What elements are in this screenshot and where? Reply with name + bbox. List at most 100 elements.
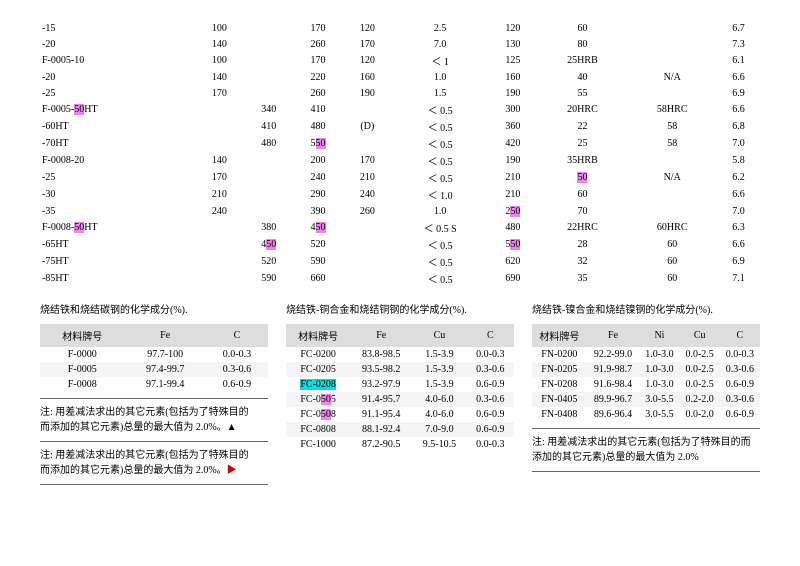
chemistry-sections: 烧结铁和烧结碳钢的化学成分(%).材料牌号FeCF-000097.7-1000.… xyxy=(40,301,760,491)
cell: 92.2-99.0 xyxy=(587,347,640,362)
cell: 240 xyxy=(195,203,244,219)
cell: 22HRC xyxy=(538,219,628,236)
cell: 0.0-0.3 xyxy=(720,347,760,362)
cell: ＜ 0.5 xyxy=(392,169,488,186)
cell: 80 xyxy=(538,36,628,52)
cell: 7.3 xyxy=(717,36,760,52)
cell: 0.0-2.5 xyxy=(680,377,720,392)
cell: -85HT xyxy=(40,270,195,287)
cell: 7.0 xyxy=(717,203,760,219)
cell: 550 xyxy=(293,135,342,152)
cell: 7.0 xyxy=(717,135,760,152)
cell: 93.2-97.9 xyxy=(350,377,412,392)
cell xyxy=(195,270,244,287)
cell: 660 xyxy=(293,270,342,287)
table-row: FN-020092.2-99.01.0-3.00.0-2.50.0-0.3 xyxy=(532,347,760,362)
cell xyxy=(244,152,293,169)
cell: N/A xyxy=(627,169,717,186)
cell: FC-0208 xyxy=(286,377,350,392)
cell: 6.9 xyxy=(717,85,760,101)
cell: 120 xyxy=(343,52,392,69)
cell: 91.1-95.4 xyxy=(350,407,412,422)
cell: 0.0-2.0 xyxy=(680,407,720,422)
cell xyxy=(627,85,717,101)
cell: 480 xyxy=(488,219,537,236)
cell: -35 xyxy=(40,203,195,219)
table-row: F-000597.4-99.70.3-0.6 xyxy=(40,362,268,377)
cell: FN-0200 xyxy=(532,347,587,362)
cell xyxy=(244,85,293,101)
cell: 190 xyxy=(343,85,392,101)
cell: FN-0205 xyxy=(532,362,587,377)
cell: 125 xyxy=(488,52,537,69)
cell: -60HT xyxy=(40,118,195,135)
cell: 0.0-2.5 xyxy=(680,347,720,362)
cell: 91.6-98.4 xyxy=(587,377,640,392)
cell: N/A xyxy=(627,69,717,85)
cell: 60 xyxy=(627,236,717,253)
section-column: 烧结铁和烧结碳钢的化学成分(%).材料牌号FeCF-000097.7-1000.… xyxy=(40,301,268,491)
cell: 60 xyxy=(627,253,717,270)
cell: ＜ 0.5 xyxy=(392,270,488,287)
cell: 210 xyxy=(195,186,244,203)
cell xyxy=(627,52,717,69)
table-row: F-0008-20140200170＜ 0.519035HRB5.8 xyxy=(40,152,760,169)
cell: 28 xyxy=(538,236,628,253)
table-row: FC-020893.2-97.91.5-3.90.6-0.9 xyxy=(286,377,514,392)
cell: 0.6-0.9 xyxy=(720,377,760,392)
cell xyxy=(343,219,392,236)
cell: 0.6-0.9 xyxy=(467,407,514,422)
cell: 60 xyxy=(627,270,717,287)
cell: 240 xyxy=(343,186,392,203)
footnote: 注: 用差减法求出的其它元素(包括为了特殊目的 而添加的其它元素)总量的最大值为… xyxy=(40,405,268,435)
table-row: -201402201601.016040N/A6.6 xyxy=(40,69,760,85)
cell: 4.0-6.0 xyxy=(412,392,467,407)
cell: 260 xyxy=(293,36,342,52)
cell xyxy=(195,101,244,118)
cell: 130 xyxy=(488,36,537,52)
cell xyxy=(244,169,293,186)
table-row: F-000097.7-1000.0-0.3 xyxy=(40,347,268,362)
cell: ＜ 0.5 S xyxy=(392,219,488,236)
footnote: 注: 用差减法求出的其它元素(包括为了特殊目的而添加的其它元素)总量的最大值为 … xyxy=(532,435,760,465)
cell: ＜ 0.5 xyxy=(392,152,488,169)
cell: 97.4-99.7 xyxy=(125,362,206,377)
cell: 0.0-2.5 xyxy=(680,362,720,377)
cell: 6.6 xyxy=(717,236,760,253)
cell: 5.8 xyxy=(717,152,760,169)
table-row: -85HT590660＜ 0.569035607.1 xyxy=(40,270,760,287)
cell xyxy=(627,186,717,203)
cell: 0.0-0.3 xyxy=(206,347,268,362)
col-header: 材料牌号 xyxy=(286,324,350,347)
cell: 480 xyxy=(244,135,293,152)
cell: 190 xyxy=(488,85,537,101)
chemistry-table: 材料牌号FeCF-000097.7-1000.0-0.3F-000597.4-9… xyxy=(40,324,268,392)
cell: ＜ 0.5 xyxy=(392,101,488,118)
cell: ＜ 0.5 xyxy=(392,118,488,135)
cell: 240 xyxy=(293,169,342,186)
cell: 450 xyxy=(244,236,293,253)
cell: 590 xyxy=(244,270,293,287)
table-row: -151001701202.5120606.7 xyxy=(40,20,760,36)
section-title: 烧结铁-镍合金和烧结镍钢的化学成分(%). xyxy=(532,301,760,316)
cell: 89.9-96.7 xyxy=(587,392,640,407)
cell: 210 xyxy=(488,169,537,186)
cell: 6.3 xyxy=(717,219,760,236)
cell: 0.0-0.3 xyxy=(467,347,514,362)
section-title: 烧结铁-铜合金和烧结铜钢的化学成分(%). xyxy=(286,301,514,316)
cell: 55 xyxy=(538,85,628,101)
cell: 120 xyxy=(488,20,537,36)
cell: 0.2-2.0 xyxy=(680,392,720,407)
cell: -65HT xyxy=(40,236,195,253)
table-row: FN-020891.6-98.41.0-3.00.0-2.50.6-0.9 xyxy=(532,377,760,392)
cell: F-0005-10 xyxy=(40,52,195,69)
table-row: -65HT450520＜ 0.555028606.6 xyxy=(40,236,760,253)
col-header: C xyxy=(720,324,760,347)
cell: 1.5-3.9 xyxy=(412,347,467,362)
cell: F-0008-50HT xyxy=(40,219,195,236)
cell: 260 xyxy=(293,85,342,101)
cell: 520 xyxy=(293,236,342,253)
col-header: Fe xyxy=(350,324,412,347)
cell: 25 xyxy=(538,135,628,152)
cell: 220 xyxy=(293,69,342,85)
